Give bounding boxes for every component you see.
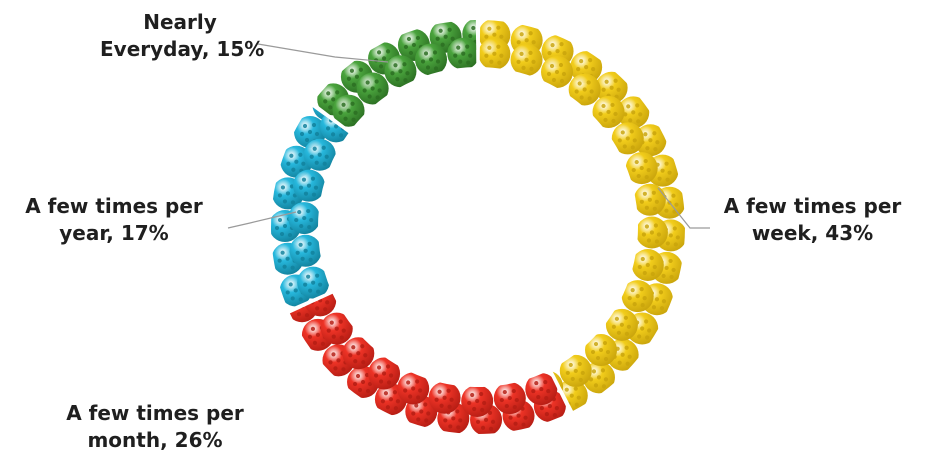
pickleball-icon (605, 308, 638, 341)
pickleball-icon (611, 122, 644, 155)
pickleball-icon (631, 248, 664, 281)
slice-label-week: A few times per week, 43% (700, 193, 925, 247)
slice-label-month-line1: A few times per (66, 401, 244, 425)
pickleball-icon (525, 373, 558, 406)
slice-label-everyday: Nearly Everyday, 15% (100, 9, 265, 63)
slice-label-year-line2: year, 17% (59, 221, 169, 245)
donut-slice (271, 105, 349, 310)
pickleball-icon (493, 382, 526, 415)
pickleball-icon (633, 183, 666, 216)
pickleball-icon (289, 234, 322, 267)
pickleball-icon (428, 381, 461, 414)
slice-label-year-line1: A few times per (25, 194, 203, 218)
pickleball-icon (559, 354, 592, 387)
pickleball-icon (568, 73, 601, 106)
pickleball-icon (384, 55, 417, 88)
slice-label-everyday-line2: Everyday, 15% (100, 37, 265, 61)
donut-slice (289, 293, 570, 435)
pickleball-icon (479, 37, 511, 70)
slice-label-month: A few times per month, 26% (30, 400, 280, 454)
pickleball-icon (592, 95, 625, 128)
pickleball-icon (447, 37, 477, 70)
pickleball-icon (617, 96, 650, 129)
pickleball-icon (415, 43, 448, 76)
slice-label-month-line2: month, 26% (87, 428, 223, 452)
pickleball-icon (585, 334, 618, 367)
slice-label-everyday-line1: Nearly (143, 10, 217, 34)
pickleball-icon (292, 169, 325, 202)
pickleball-icon (303, 138, 336, 171)
pickleball-icon (297, 266, 330, 299)
pickleball-icon (595, 71, 628, 104)
pickleball-icon (288, 202, 321, 235)
slice-label-year: A few times per year, 17% (0, 193, 228, 247)
pickleball-icon (332, 94, 365, 127)
pickleball-icon (320, 312, 353, 345)
pickleball-icon (397, 372, 430, 405)
leader-line-year (227, 211, 297, 229)
pickleball-icon (368, 357, 401, 390)
slice-label-week-line1: A few times per (723, 194, 902, 218)
slice-label-week-line2: week, 43% (751, 221, 874, 245)
pickleball-icon (635, 216, 668, 249)
leader-line-week (657, 187, 710, 229)
donut-slice (479, 20, 685, 411)
pickleball-icon (621, 280, 654, 313)
pickleball-icon (625, 152, 658, 185)
pickleball-icon (540, 55, 573, 88)
pickleball-icon (461, 384, 494, 417)
pickleball-icon (356, 72, 389, 105)
pickleball-icon (510, 43, 543, 76)
pickleball-icon (342, 337, 375, 370)
leader-line-everyday (257, 43, 389, 63)
